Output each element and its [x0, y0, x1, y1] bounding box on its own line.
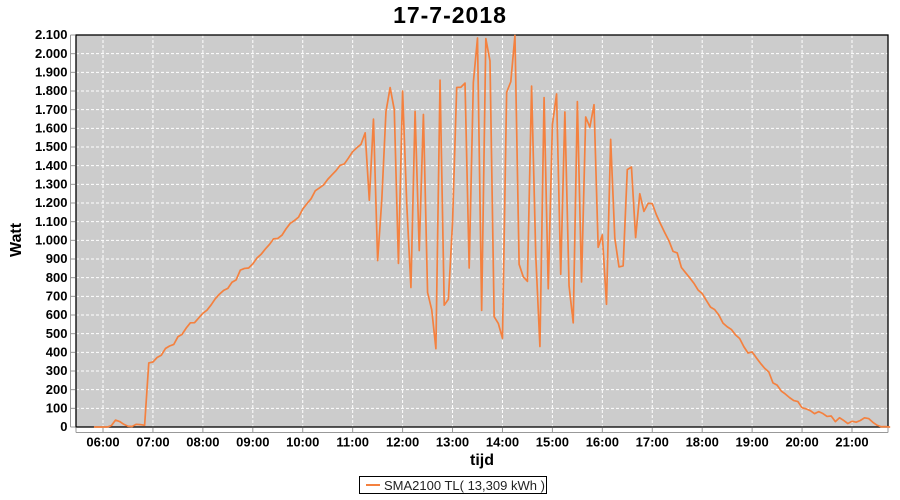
svg-text:1.600: 1.600	[35, 121, 68, 136]
svg-text:1.000: 1.000	[35, 233, 68, 248]
svg-text:1.800: 1.800	[35, 83, 68, 98]
svg-text:400: 400	[46, 345, 68, 360]
svg-text:08:00: 08:00	[186, 435, 219, 450]
svg-text:300: 300	[46, 363, 68, 378]
svg-text:14:00: 14:00	[486, 435, 519, 450]
svg-text:12:00: 12:00	[386, 435, 419, 450]
svg-text:11:00: 11:00	[336, 435, 369, 450]
svg-text:15:00: 15:00	[536, 435, 569, 450]
svg-text:900: 900	[46, 251, 68, 266]
svg-text:16:00: 16:00	[586, 435, 619, 450]
svg-text:1.700: 1.700	[35, 102, 68, 117]
svg-text:200: 200	[46, 382, 68, 397]
svg-text:2.100: 2.100	[35, 27, 68, 42]
svg-text:800: 800	[46, 270, 68, 285]
svg-text:500: 500	[46, 326, 68, 341]
svg-text:17:00: 17:00	[636, 435, 669, 450]
svg-text:13:00: 13:00	[436, 435, 469, 450]
svg-text:100: 100	[46, 401, 68, 416]
svg-text:18:00: 18:00	[686, 435, 719, 450]
svg-text:700: 700	[46, 289, 68, 304]
svg-text:1.100: 1.100	[35, 214, 68, 229]
svg-text:19:00: 19:00	[736, 435, 769, 450]
svg-text:0: 0	[60, 419, 67, 434]
svg-text:09:00: 09:00	[236, 435, 269, 450]
svg-text:07:00: 07:00	[136, 435, 169, 450]
svg-text:10:00: 10:00	[286, 435, 319, 450]
svg-text:21:00: 21:00	[835, 435, 868, 450]
svg-text:1.200: 1.200	[35, 195, 68, 210]
svg-text:600: 600	[46, 307, 68, 322]
svg-text:1.900: 1.900	[35, 65, 68, 80]
svg-text:2.000: 2.000	[35, 46, 68, 61]
svg-text:1.500: 1.500	[35, 139, 68, 154]
svg-text:20:00: 20:00	[785, 435, 818, 450]
svg-text:06:00: 06:00	[86, 435, 119, 450]
svg-text:1.300: 1.300	[35, 177, 68, 192]
svg-text:1.400: 1.400	[35, 158, 68, 173]
